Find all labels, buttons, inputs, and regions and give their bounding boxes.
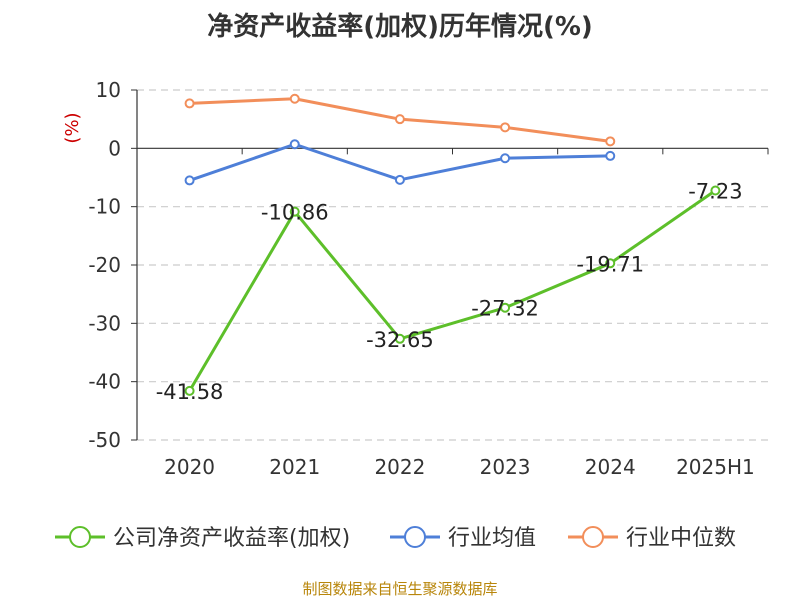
y-tick-label: 0 [108,136,121,160]
series-point [184,175,195,186]
series-line [188,189,717,392]
x-tick-label: 2023 [480,455,531,479]
series-point [394,333,405,344]
legend-label: 行业中位数 [626,526,736,551]
series-point [605,258,616,269]
series-lines [184,93,721,396]
x-tick-label: 2022 [374,455,425,479]
data-labels: -41.58 -10.86 -32.65 -27.32 -19.71 -7.23 [156,180,743,404]
x-tick-label: 2024 [585,455,636,479]
legend-marker [404,526,426,548]
data-label: -27.32 [471,297,539,321]
gridlines [137,89,768,441]
series-point [500,302,511,313]
series-point [394,114,405,125]
y-tick-label: -50 [88,428,121,452]
data-source-note: 制图数据来自恒生聚源数据库 [302,580,498,598]
axes: 10 0 -10 -20 -30 -40 -50 2020 2021 2022 2023 2024 20… [62,78,769,479]
data-label: -19.71 [576,252,644,276]
series-point [289,93,300,104]
series-point [289,206,300,217]
y-tick-label: 10 [96,78,121,102]
y-tick-label: -10 [88,195,121,219]
x-tick-label: 2025H1 [676,455,755,479]
series-point [184,385,195,396]
data-label: -32.65 [366,328,434,352]
legend-label: 行业均值 [448,526,536,551]
series-point [710,185,721,196]
data-label: -41.58 [156,380,224,404]
series-point [289,139,300,150]
series-point [605,136,616,147]
legend-label: 公司净资产收益率(加权) [113,526,350,551]
series-point [394,174,405,185]
x-tick-label: 2020 [164,455,215,479]
data-label: -7.23 [688,180,742,204]
series-point [605,150,616,161]
y-axis-label: (%) [62,112,83,143]
y-tick-label: -20 [88,253,121,277]
legend-marker [69,526,91,548]
legend-marker [582,526,604,548]
chart-title: 净资产收益率(加权)历年情况(%) [207,12,593,42]
series-point [500,122,511,133]
series-point [500,153,511,164]
y-tick-label: -30 [88,311,121,335]
x-tick-label: 2021 [269,455,320,479]
series-point [184,98,195,109]
y-tick-label: -40 [88,370,121,394]
data-label: -10.86 [261,201,329,225]
legend: 公司净资产收益率(加权) 行业均值 行业中位数 [55,526,736,551]
